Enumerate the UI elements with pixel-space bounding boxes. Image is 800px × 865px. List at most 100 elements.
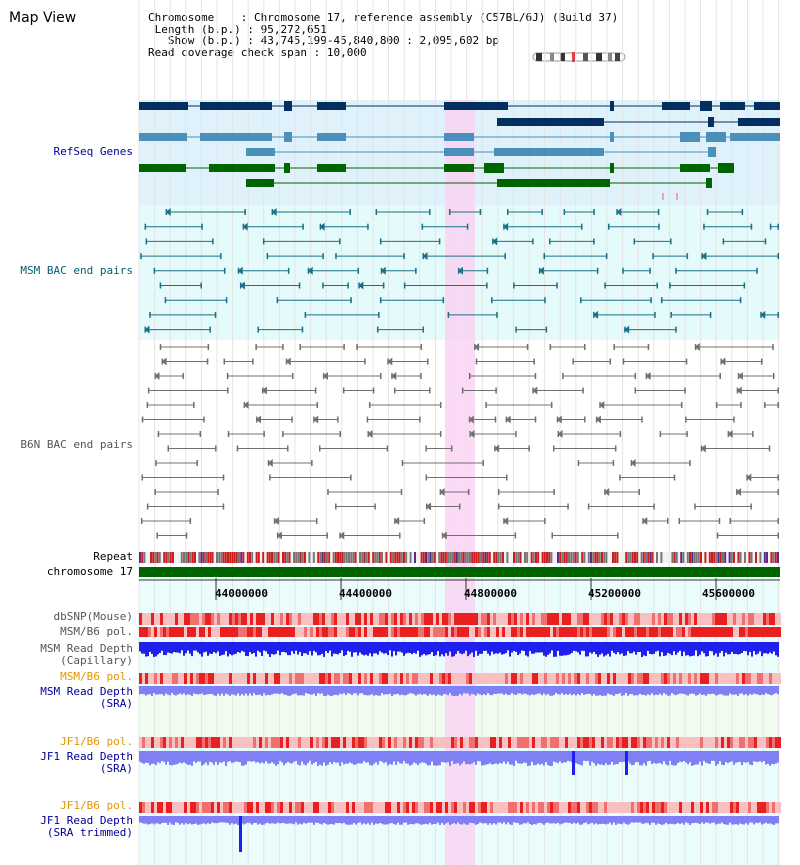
heat-cell	[145, 627, 148, 637]
heat-cell	[628, 673, 631, 684]
repeat-block	[596, 552, 599, 563]
refseq-genes[interactable]	[139, 101, 780, 200]
heat-cell	[562, 802, 565, 813]
depth-bar	[583, 751, 585, 761]
depth-bar	[487, 686, 489, 694]
heat-cell	[493, 673, 496, 684]
depth-bar	[701, 642, 703, 652]
b6n-bac-pairs[interactable]	[140, 343, 779, 540]
heat-cell	[328, 627, 331, 637]
heat-cell	[391, 802, 394, 813]
repeat-block	[664, 552, 667, 563]
heat-cell	[157, 802, 160, 813]
heat-cell	[175, 627, 178, 637]
chromosome-key: Chromosome	[148, 11, 215, 24]
b6n-bac-pair-end	[400, 489, 403, 495]
repeat-block	[321, 552, 324, 563]
msm-bac-pair-arrow	[358, 281, 364, 290]
heat-cell	[520, 613, 523, 625]
depth-bar	[215, 686, 217, 696]
depth-bar	[195, 686, 197, 695]
depth-bar	[443, 686, 445, 695]
b6n-bac-pair-arrow	[273, 517, 279, 525]
depth-bar	[739, 686, 741, 694]
gene-exon	[662, 102, 690, 110]
heat-cell	[736, 737, 739, 748]
depth-bar	[691, 816, 693, 824]
depth-bar	[147, 816, 149, 825]
heat-cell	[163, 613, 166, 625]
heat-cell	[640, 802, 643, 813]
depth-bar	[335, 816, 337, 823]
depth-bar	[639, 642, 641, 652]
depth-bar	[299, 686, 301, 696]
heat-cell	[274, 737, 277, 748]
heat-cell	[190, 673, 193, 684]
heat-cell	[550, 737, 553, 748]
heat-cell	[724, 673, 727, 684]
gene-exon	[706, 178, 712, 188]
depth-bar	[383, 751, 385, 764]
depth-bar	[243, 751, 245, 766]
b6n-bac-pair-end	[155, 460, 157, 466]
depth-bar	[143, 816, 145, 824]
repeat-block	[546, 552, 548, 563]
depth-bar	[191, 751, 193, 766]
depth-bar	[643, 686, 645, 695]
repeat-block	[497, 552, 500, 563]
heat-cell	[154, 627, 157, 637]
depth-bar	[263, 686, 265, 694]
coverage-value: 10,000	[326, 45, 367, 59]
depth-bar	[389, 686, 391, 694]
heat-cell	[400, 802, 403, 813]
depth-bar	[343, 686, 345, 694]
repeat-block	[605, 552, 608, 563]
heat-cell	[547, 802, 550, 813]
heat-cell	[145, 737, 148, 748]
heat-cell	[700, 737, 703, 748]
depth-bar	[355, 816, 357, 825]
heat-cell	[739, 737, 742, 748]
heat-cell	[505, 802, 508, 813]
heat-cell	[496, 627, 499, 637]
depth-bar	[735, 751, 737, 763]
depth-bar	[155, 642, 157, 657]
depth-bar	[291, 816, 293, 824]
repeat-block	[257, 552, 260, 563]
heat-cell	[385, 737, 388, 748]
depth-bar	[633, 751, 635, 765]
repeat-block	[405, 552, 408, 563]
label-msm-depth-cap-2: (Capillary)	[60, 654, 133, 667]
heat-cell	[217, 673, 220, 684]
msm-bac-pair-end	[287, 267, 290, 274]
b6n-bac-pair-end	[760, 358, 763, 365]
depth-bar	[605, 751, 607, 764]
msm-bac-pair-end	[335, 253, 337, 260]
depth-bar	[269, 642, 271, 657]
repeat-block	[224, 552, 227, 563]
depth-bar	[407, 751, 409, 764]
depth-bar	[415, 642, 417, 654]
msm-bac-pair-end	[220, 253, 222, 260]
heat-cell	[535, 737, 538, 748]
heat-cell	[307, 737, 310, 748]
msm-bac-pairs[interactable]	[140, 208, 779, 334]
depth-bar	[475, 816, 477, 825]
depth-bar	[437, 686, 439, 695]
heat-cell	[616, 613, 619, 625]
heat-cell	[331, 737, 334, 748]
depth-bar	[631, 642, 633, 654]
depth-bar	[403, 686, 405, 696]
repeat-block	[367, 552, 370, 563]
repeat-block	[343, 552, 346, 563]
depth-bar	[743, 686, 745, 696]
b6n-bac-pair-end	[141, 416, 144, 423]
heat-cell	[679, 802, 682, 813]
b6n-bac-pair-end	[343, 344, 345, 350]
depth-bar	[623, 816, 625, 823]
heat-cell	[205, 627, 208, 637]
depth-bar	[643, 642, 645, 656]
msm-bac-pair-end	[379, 297, 382, 304]
depth-bar	[575, 816, 577, 824]
